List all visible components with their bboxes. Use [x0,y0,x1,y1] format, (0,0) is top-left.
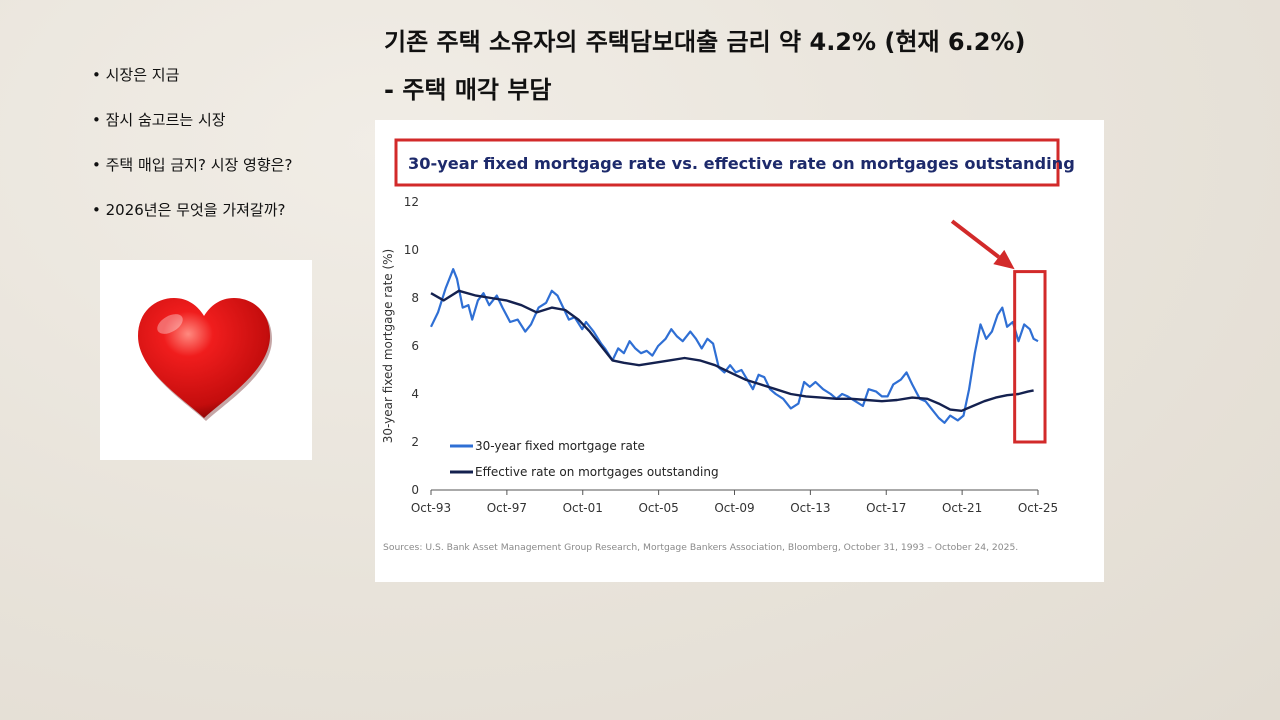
slide-title-line1: 기존 주택 소유자의 주택담보대출 금리 약 4.2% (현재 6.2%) [384,28,1026,56]
series-line-effective-rate [430,289,1034,412]
arrow-head [993,249,1015,270]
legend-label-fixed-rate: 30-year fixed mortgage rate [475,439,645,453]
y-axis-label: 30-year fixed mortgage rate (%) [381,249,395,444]
x-tick-label: Oct-25 [1018,501,1058,515]
bullet-list: 시장은 지금 잠시 숨고르는 시장 주택 매입 금지? 시장 영향은? 2026… [92,62,293,242]
legend: 30-year fixed mortgage rate Effective ra… [450,439,719,479]
y-tick-label: 4 [411,387,419,401]
x-tick-label: Oct-21 [942,501,982,515]
bullet-item: 잠시 숨고르는 시장 [92,107,292,152]
chart-panel: 30-year fixed mortgage rate vs. effectiv… [375,120,1104,582]
y-tick-label: 2 [411,435,419,449]
y-tick-label: 8 [411,291,419,305]
y-tick-label: 12 [404,195,419,209]
bullet-item: 주택 매입 금지? 시장 영향은? [92,152,293,197]
y-tick-label: 10 [404,243,419,257]
x-tick-label: Oct-09 [714,501,754,515]
legend-label-effective-rate: Effective rate on mortgages outstanding [475,465,719,479]
heart-image-panel [100,260,312,460]
bullet-item: 2026년은 무엇을 가져갈까? [92,197,292,242]
chart-title-box [394,138,1060,187]
slide-title-line2: - 주택 매각 부담 [384,76,552,104]
x-tick-label: Oct-93 [411,501,451,515]
x-tick-label: Oct-05 [638,501,678,515]
arrow-shaft [950,219,1001,259]
chart-title: 30-year fixed mortgage rate vs. effectiv… [408,154,1075,173]
highlight-box [1013,270,1047,444]
x-tick-labels: Oct-93 Oct-97 Oct-01 Oct-05 Oct-09 Oct-13 Oct-… [411,490,1058,515]
chart-source-note: Sources: U.S. Bank Asset Management Grou… [383,542,1018,553]
annotations [950,219,1047,444]
series-lines [430,268,1039,424]
y-tick-labels: 0 2 4 6 8 10 12 [404,195,419,497]
x-tick-label: Oct-17 [866,501,906,515]
heart-icon [138,298,272,421]
y-tick-label: 6 [411,339,419,353]
bullet-item: 시장은 지금 [92,62,292,107]
x-tick-label: Oct-13 [790,501,830,515]
series-line-fixed-rate [430,268,1039,424]
y-tick-label: 0 [411,483,419,497]
x-tick-label: Oct-97 [487,501,527,515]
x-tick-label: Oct-01 [563,501,603,515]
mortgage-rate-chart: 30-year fixed mortgage rate vs. effectiv… [381,138,1075,553]
